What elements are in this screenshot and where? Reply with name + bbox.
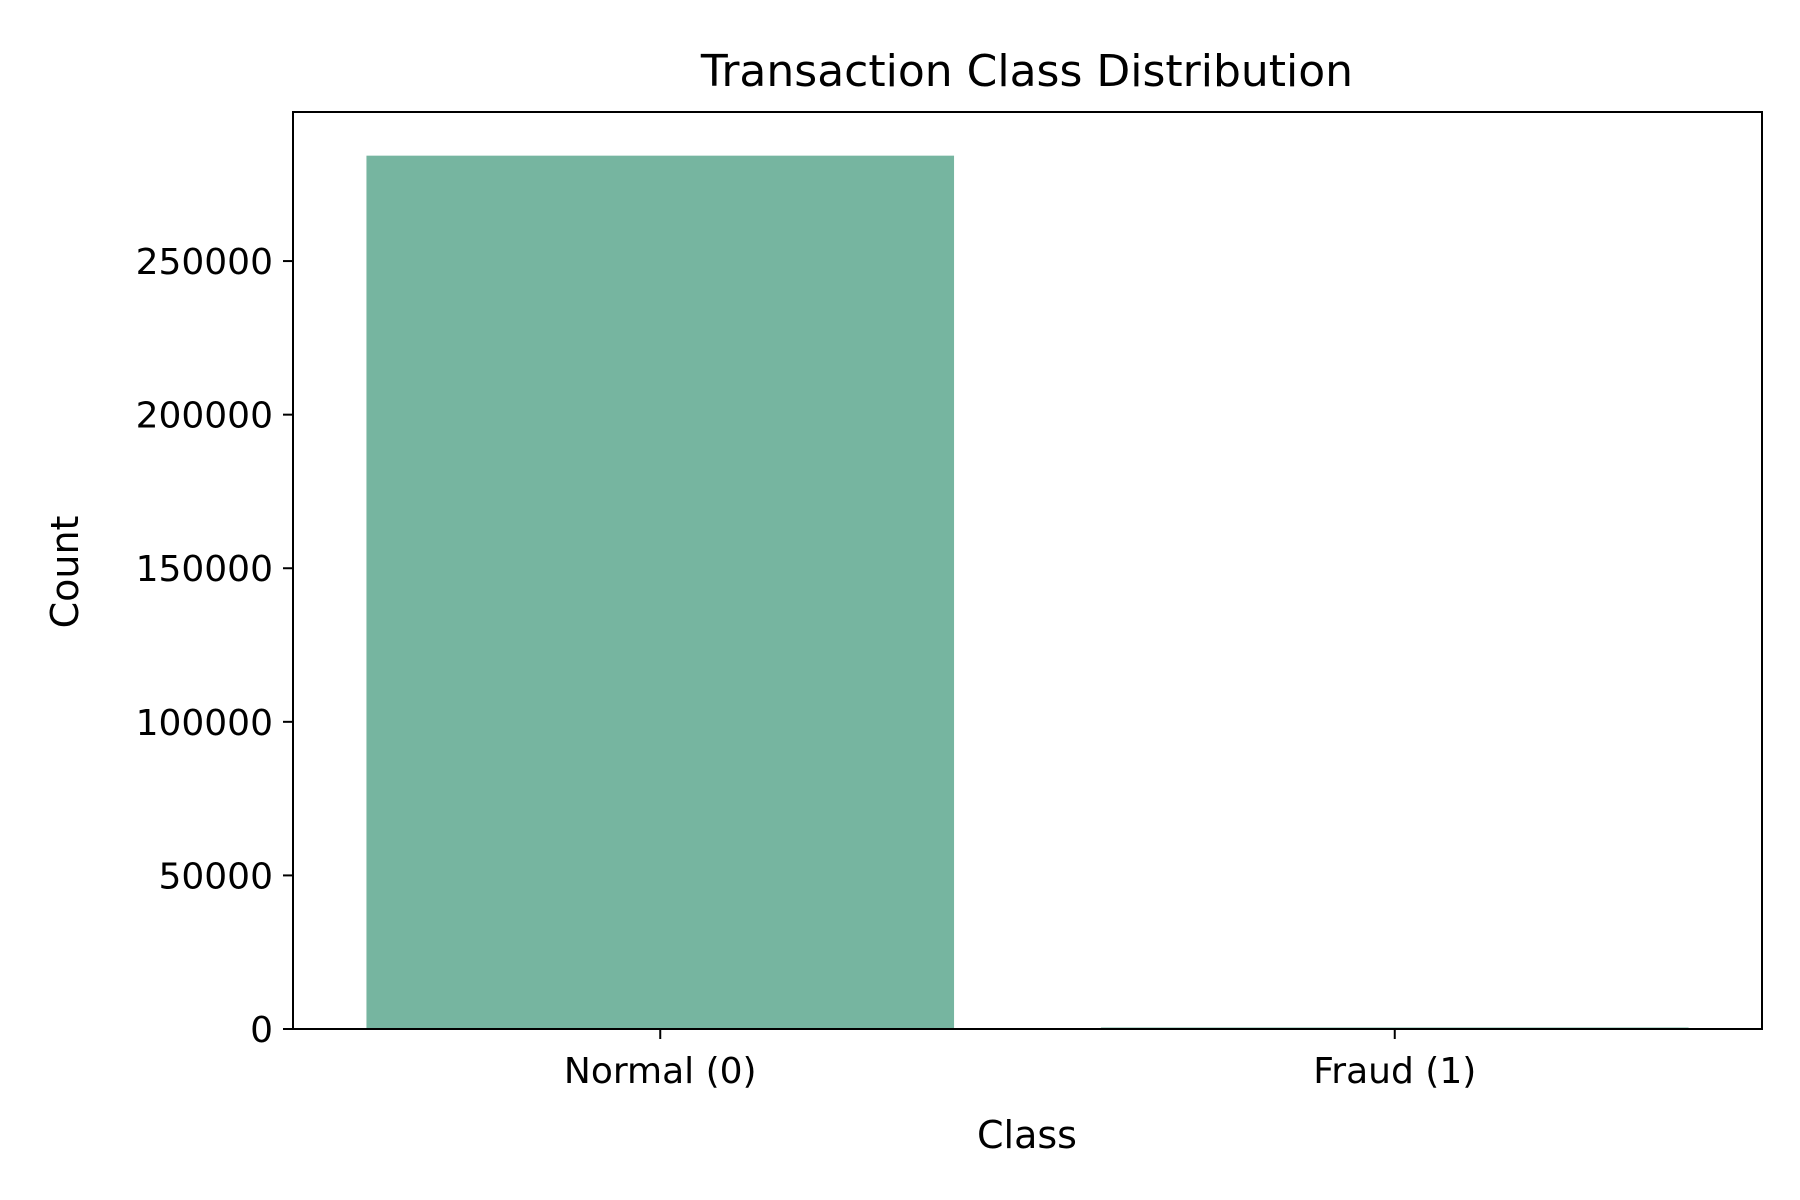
- y-axis: 0 50000 100000 150000 200000 250000: [136, 242, 293, 1051]
- y-tick-label-1: 50000: [158, 856, 273, 897]
- x-tick-label-0: Normal (0): [564, 1051, 757, 1092]
- y-tick-label-2: 100000: [136, 703, 273, 744]
- y-tick-label-5: 250000: [136, 242, 273, 283]
- x-axis: Normal (0) Fraud (1): [564, 1029, 1476, 1092]
- y-axis-label: Count: [43, 516, 87, 629]
- x-tick-label-1: Fraud (1): [1313, 1051, 1476, 1092]
- y-tick-label-3: 150000: [136, 549, 273, 590]
- chart-title: Transaction Class Distribution: [700, 46, 1353, 97]
- bar-0: [366, 155, 955, 1029]
- plot-frame: [292, 111, 1763, 1030]
- y-tick-label-4: 200000: [136, 396, 273, 437]
- bars-group: [366, 155, 1689, 1029]
- y-tick-label-0: 0: [250, 1010, 273, 1051]
- x-axis-label: Class: [977, 1113, 1077, 1157]
